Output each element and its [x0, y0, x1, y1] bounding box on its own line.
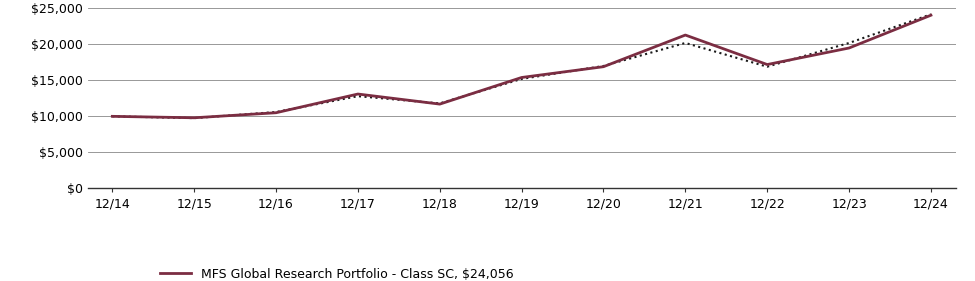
Legend: MFS Global Research Portfolio - Class SC, $24,056, MSCI All Country World Index : MFS Global Research Portfolio - Class SC…	[155, 263, 519, 281]
